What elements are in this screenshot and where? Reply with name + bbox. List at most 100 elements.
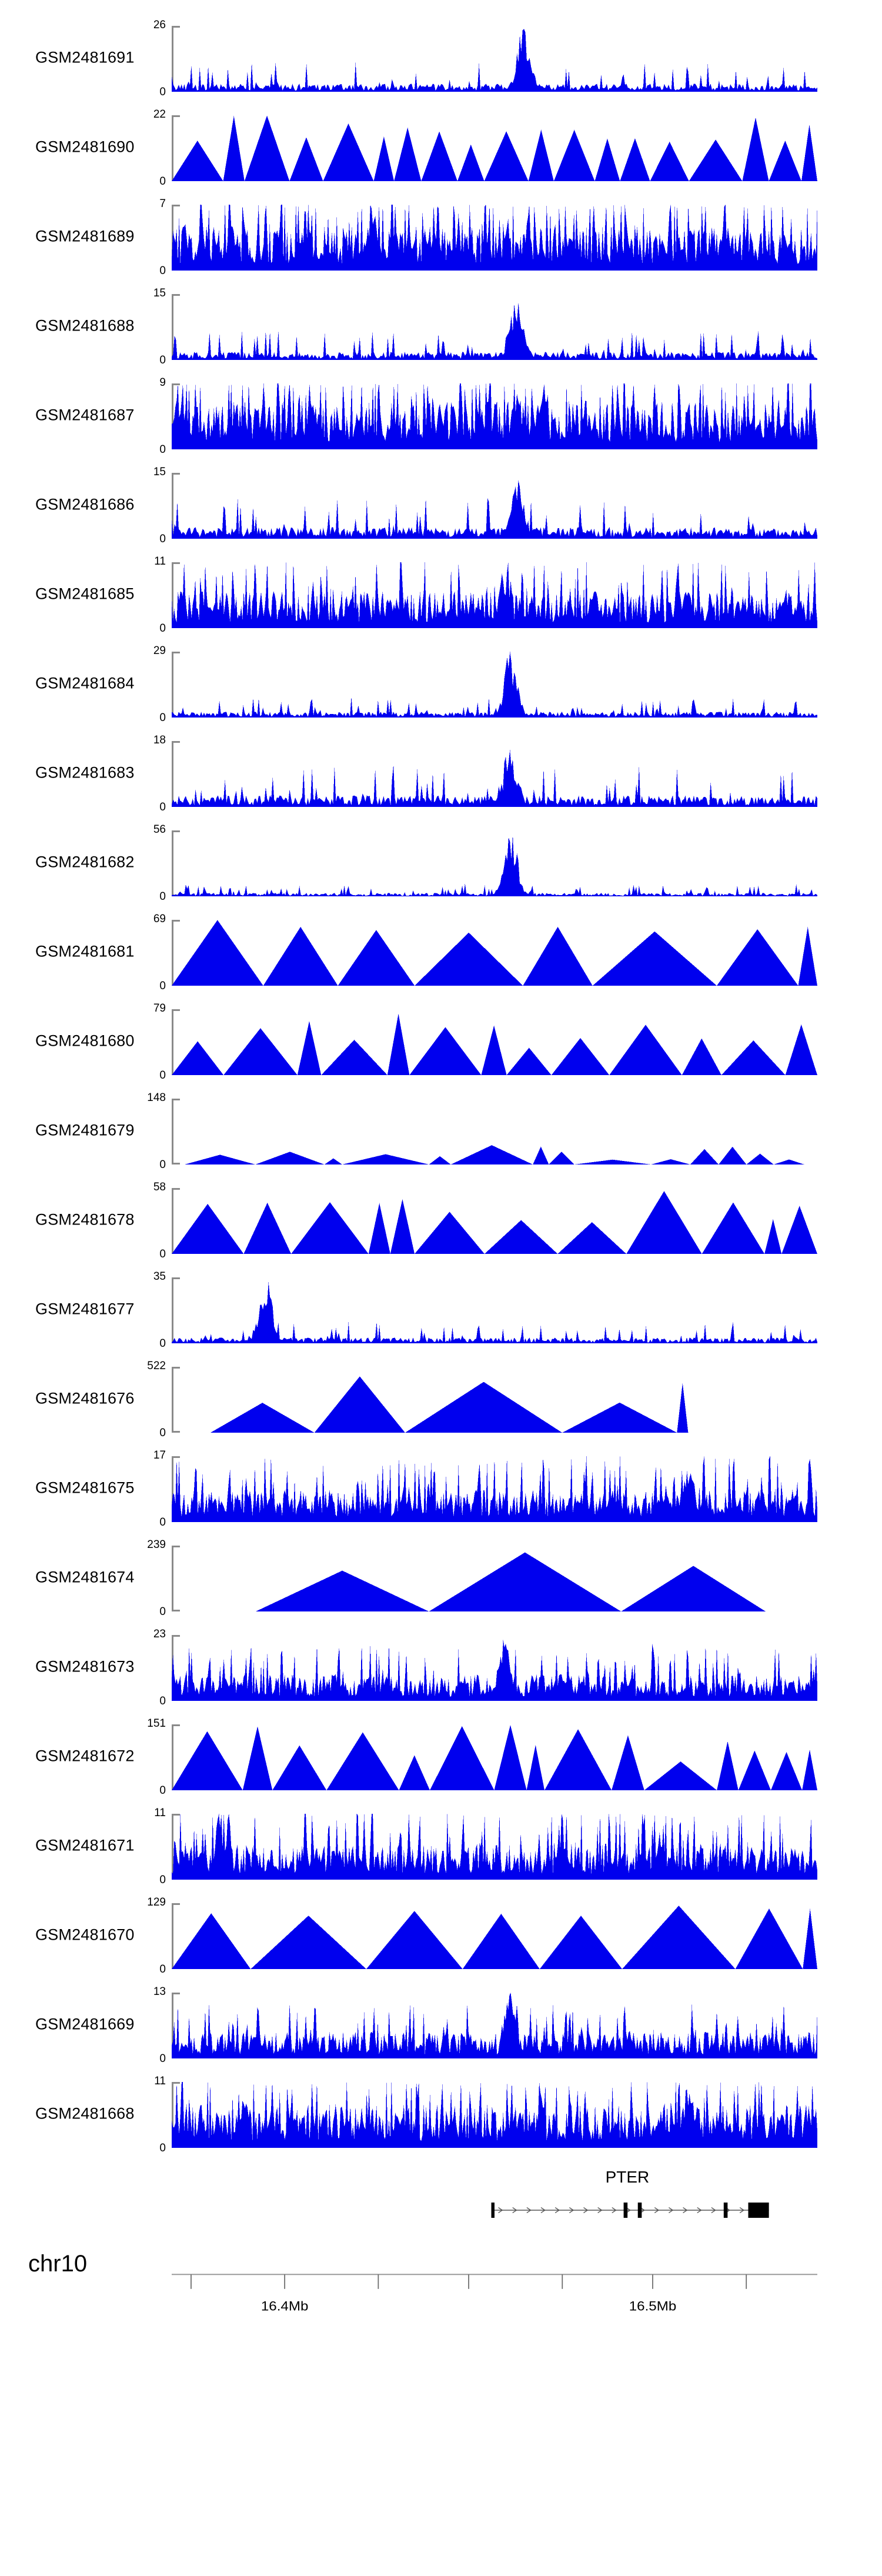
coverage-plot[interactable] [172,1814,817,1880]
track-sample-label: GSM2481688 [35,316,135,335]
svg-text:16.4Mb: 16.4Mb [261,2298,309,2313]
coverage-plot[interactable] [172,115,817,181]
track-sample-label: GSM2481679 [35,1121,135,1139]
coverage-plot[interactable] [172,1099,817,1164]
axis-tick-top [172,830,180,832]
coverage-track[interactable]: GSM2481674 239 0 [0,1533,882,1622]
track-sample-label: GSM2481680 [35,1032,135,1050]
track-axis-max: 11 [154,555,166,568]
coverage-track[interactable]: GSM2481681 69 0 [0,907,882,996]
coverage-plot[interactable] [172,1367,817,1433]
svg-text:16.5Mb: 16.5Mb [629,2298,677,2313]
track-axis-max: 35 [153,1270,166,1283]
coverage-plot[interactable] [172,2082,817,2148]
axis-tick-bottom [172,1431,180,1433]
coverage-track[interactable]: GSM2481669 13 0 [0,1980,882,2069]
coverage-track[interactable]: GSM2481679 148 0 [0,1086,882,1175]
coverage-plot[interactable] [172,294,817,360]
coverage-track[interactable]: GSM2481668 11 0 [0,2069,882,2158]
track-y-axis [172,1099,173,1164]
coverage-plot[interactable] [172,473,817,539]
coverage-track[interactable]: GSM2481690 22 0 [0,102,882,192]
axis-tick-top [172,1903,180,1905]
coverage-plot[interactable] [172,1456,817,1522]
track-axis-max: 29 [153,645,166,657]
track-axis-max: 129 [147,1896,166,1908]
coverage-track[interactable]: GSM2481678 58 0 [0,1175,882,1264]
axis-tick-top [172,741,180,743]
axis-tick-bottom [172,1163,180,1164]
track-axis-min: 0 [159,890,166,903]
track-y-axis [172,1903,173,1969]
track-axis-min: 0 [159,712,166,724]
track-axis-max: 151 [147,1717,166,1730]
track-sample-label: GSM2481674 [35,1568,135,1586]
coverage-track[interactable]: GSM2481687 9 0 [0,371,882,460]
coverage-track[interactable]: GSM2481675 17 0 [0,1443,882,1533]
track-y-axis [172,1456,173,1522]
coverage-plot[interactable] [172,652,817,718]
axis-tick-top [172,1277,180,1279]
coverage-track[interactable]: GSM2481689 7 0 [0,192,882,281]
track-axis-min: 0 [159,533,166,545]
track-sample-label: GSM2481690 [35,138,135,156]
coverage-plot[interactable] [172,1993,817,2058]
track-axis-min: 0 [159,265,166,277]
coverage-plot[interactable] [172,920,817,986]
track-sample-label: GSM2481675 [35,1479,135,1497]
track-axis-min: 0 [159,1248,166,1260]
genome-axis-area[interactable]: 16.4Mb 16.5Mb [172,2268,817,2341]
track-axis-min: 0 [159,1963,166,1976]
coverage-track[interactable]: GSM2481670 129 0 [0,1890,882,1980]
coverage-plot[interactable] [172,1635,817,1701]
coverage-plot[interactable] [172,26,817,92]
coverage-track[interactable]: GSM2481688 15 0 [0,281,882,371]
gene-annotation-track: PTER [0,2158,882,2238]
track-axis-min: 0 [159,1606,166,1618]
coverage-track[interactable]: GSM2481673 23 0 [0,1622,882,1711]
coverage-plot[interactable] [172,205,817,271]
coverage-plot[interactable] [172,1546,817,1611]
coverage-track[interactable]: GSM2481676 522 0 [0,1354,882,1443]
coverage-plot[interactable] [172,830,817,896]
coverage-track[interactable]: GSM2481691 26 0 [0,13,882,102]
coverage-plot[interactable] [172,1277,817,1343]
coverage-plot[interactable] [172,562,817,628]
coverage-track[interactable]: GSM2481686 15 0 [0,460,882,549]
track-axis-min: 0 [159,622,166,635]
coverage-track[interactable]: GSM2481684 29 0 [0,639,882,728]
coverage-track[interactable]: GSM2481682 56 0 [0,817,882,907]
coverage-track[interactable]: GSM2481672 151 0 [0,1711,882,1801]
track-y-axis [172,920,173,986]
axis-tick-top [172,473,180,475]
track-y-axis [172,1993,173,2058]
coverage-track[interactable]: GSM2481671 11 0 [0,1801,882,1890]
coverage-track[interactable]: GSM2481683 18 0 [0,728,882,817]
axis-tick-top [172,562,180,564]
coverage-plot[interactable] [172,1188,817,1254]
gene-model-area[interactable] [172,2158,817,2238]
coverage-plot[interactable] [172,1009,817,1075]
track-sample-label: GSM2481685 [35,585,135,603]
coverage-plot[interactable] [172,741,817,807]
coverage-plot[interactable] [172,1724,817,1790]
track-sample-label: GSM2481676 [35,1389,135,1407]
track-axis-max: 22 [153,108,166,121]
coverage-track[interactable]: GSM2481677 35 0 [0,1264,882,1354]
axis-tick-top [172,1993,180,1994]
coverage-track[interactable]: GSM2481685 11 0 [0,549,882,639]
coverage-track[interactable]: GSM2481680 79 0 [0,996,882,1086]
track-sample-label: GSM2481671 [35,1836,135,1854]
track-axis-min: 0 [159,443,166,456]
track-y-axis [172,115,173,181]
axis-tick-top [172,115,180,117]
axis-tick-top [172,26,180,28]
track-axis-min: 0 [159,2142,166,2154]
track-axis-max: 239 [147,1539,166,1551]
axis-tick-top [172,1814,180,1816]
coverage-plot[interactable] [172,1903,817,1969]
axis-tick-bottom [172,1610,180,1611]
coverage-plot[interactable] [172,383,817,449]
track-axis-min: 0 [159,1784,166,1797]
